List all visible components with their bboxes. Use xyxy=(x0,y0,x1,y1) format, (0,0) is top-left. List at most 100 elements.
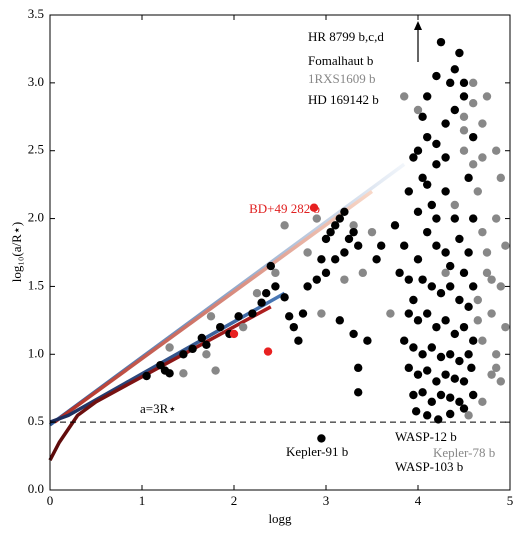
data-point xyxy=(427,343,436,352)
data-point xyxy=(409,390,418,400)
data-point xyxy=(354,388,363,397)
data-point xyxy=(464,173,473,183)
data-point xyxy=(450,374,459,383)
data-point xyxy=(469,390,478,400)
data-point xyxy=(446,393,455,402)
data-point xyxy=(372,255,381,264)
data-point xyxy=(432,241,441,250)
data-point xyxy=(455,397,464,406)
data-point xyxy=(142,371,151,381)
data-point xyxy=(459,146,469,155)
data-point xyxy=(469,99,478,108)
x-tick-label: 0 xyxy=(47,493,54,508)
data-point xyxy=(423,92,432,101)
data-point xyxy=(326,227,335,237)
data-point xyxy=(285,312,294,321)
annotation: Kepler-91 b xyxy=(286,444,348,459)
data-point xyxy=(459,377,469,386)
data-point xyxy=(413,255,423,264)
data-point xyxy=(446,261,455,271)
annotation: Fomalhaut b xyxy=(308,53,373,68)
data-point xyxy=(349,227,358,237)
data-point xyxy=(432,322,441,332)
model-track xyxy=(49,291,286,424)
data-point xyxy=(478,153,487,162)
data-point xyxy=(411,407,421,416)
data-point xyxy=(469,78,478,88)
annotation: Kepler-78 b xyxy=(433,445,495,460)
data-point xyxy=(446,409,455,419)
data-point xyxy=(469,336,478,345)
data-point xyxy=(294,336,303,345)
x-tick-label: 1 xyxy=(139,493,146,508)
data-point xyxy=(211,366,220,375)
data-point xyxy=(248,309,257,318)
data-point xyxy=(340,207,349,216)
data-point xyxy=(436,289,446,298)
data-point xyxy=(165,343,174,352)
data-point xyxy=(423,227,432,237)
plot-frame xyxy=(49,14,511,491)
y-tick-label: 0.0 xyxy=(28,481,44,496)
data-point xyxy=(464,302,473,311)
data-point xyxy=(455,48,464,58)
data-point xyxy=(363,336,372,345)
data-point xyxy=(467,363,476,373)
data-point xyxy=(459,268,469,278)
data-point xyxy=(303,248,312,257)
data-point xyxy=(349,221,358,230)
data-point xyxy=(367,227,377,237)
y-tick-label: 1.0 xyxy=(28,345,44,360)
data-point xyxy=(418,112,427,121)
data-point xyxy=(400,92,409,101)
data-point xyxy=(459,322,469,332)
data-point xyxy=(455,295,464,305)
data-point xyxy=(239,322,248,332)
arrow-head xyxy=(414,21,422,30)
data-point xyxy=(446,282,455,291)
data-point xyxy=(496,173,505,183)
data-point xyxy=(441,268,450,278)
data-point xyxy=(501,241,510,250)
data-point xyxy=(335,316,344,325)
data-point xyxy=(487,309,496,318)
data-point xyxy=(446,78,455,88)
annotation: BD+49 282 b xyxy=(249,201,320,216)
data-point xyxy=(165,369,174,378)
data-point xyxy=(344,234,354,244)
data-point xyxy=(418,173,427,183)
data-point xyxy=(321,234,331,244)
data-point xyxy=(335,214,344,223)
data-point xyxy=(404,363,413,373)
data-point xyxy=(487,370,496,379)
data-point xyxy=(482,92,492,101)
data-point xyxy=(418,388,427,397)
data-point xyxy=(450,329,459,339)
data-point xyxy=(427,282,436,291)
data-point xyxy=(340,248,349,257)
annotation: WASP-103 b xyxy=(395,459,463,474)
data-point xyxy=(413,316,423,325)
data-point xyxy=(280,293,289,302)
data-point xyxy=(436,37,446,47)
data-point xyxy=(216,322,225,332)
data-point xyxy=(358,268,367,278)
data-point xyxy=(423,366,432,375)
data-point xyxy=(441,119,450,128)
data-point xyxy=(432,139,441,149)
data-point xyxy=(450,65,459,74)
data-point xyxy=(252,289,262,298)
data-point xyxy=(482,248,492,257)
data-point xyxy=(413,207,423,216)
data-point xyxy=(459,92,469,101)
y-tick-label: 3.0 xyxy=(28,74,44,89)
data-point xyxy=(482,268,492,278)
data-point xyxy=(423,309,432,318)
x-tick-label: 3 xyxy=(323,493,330,508)
data-point xyxy=(478,336,487,345)
data-point xyxy=(317,434,326,443)
data-point xyxy=(202,350,211,359)
data-point xyxy=(473,316,482,325)
data-point xyxy=(473,295,482,305)
data-point xyxy=(432,214,441,223)
